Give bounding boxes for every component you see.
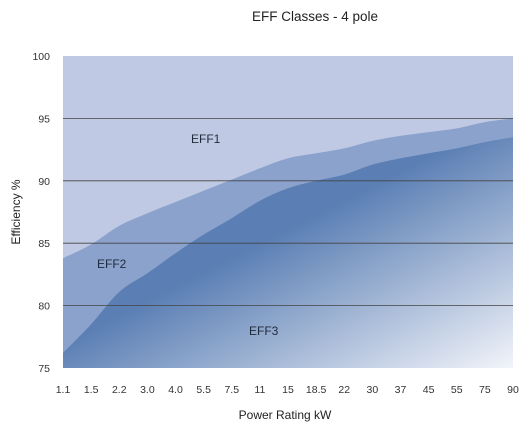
y-axis-ticks: 75 80 85 90 95 100 [32,51,50,375]
x-tick-label: 18.5 [306,384,327,396]
x-tick-label: 7.5 [224,384,239,396]
gridlines [63,118,513,307]
x-tick-label: 30 [367,384,379,396]
x-tick-label: 1.1 [56,384,71,396]
x-tick-label: 11 [254,384,265,396]
x-tick-label: 3.0 [140,384,155,396]
x-tick-label: 37 [395,384,407,396]
x-axis-ticks: 1.1 1.5 2.2 3.0 4.0 5.5 7.5 11 15 18.5 22 30 37 45 55 7… [56,384,519,396]
y-tick-label: 75 [38,363,50,375]
x-tick-label: 55 [451,384,463,396]
x-tick-label: 1.5 [84,384,99,396]
eff3-band [63,137,513,368]
y-tick-label: 90 [38,176,50,188]
y-tick-label: 100 [32,51,50,63]
x-tick-label: 2.2 [112,384,127,396]
x-tick-label: 45 [423,384,435,396]
chart-title: EFF Classes - 4 pole [252,9,378,24]
x-tick-label: 75 [479,384,491,396]
x-tick-label: 90 [507,384,519,396]
region-label-eff1: EFF1 [191,132,221,146]
x-tick-label: 15 [282,384,294,396]
region-label-eff2: EFF2 [97,257,127,271]
y-tick-label: 85 [38,238,50,250]
region-label-eff3: EFF3 [249,324,279,338]
y-tick-label: 80 [38,301,50,313]
y-tick-label: 95 [38,113,50,125]
y-axis-title: Efficiency % [9,179,23,244]
x-tick-label: 22 [338,384,350,396]
x-tick-label: 5.5 [196,384,211,396]
x-axis-title: Power Rating kW [239,408,332,422]
x-tick-label: 4.0 [168,384,183,396]
